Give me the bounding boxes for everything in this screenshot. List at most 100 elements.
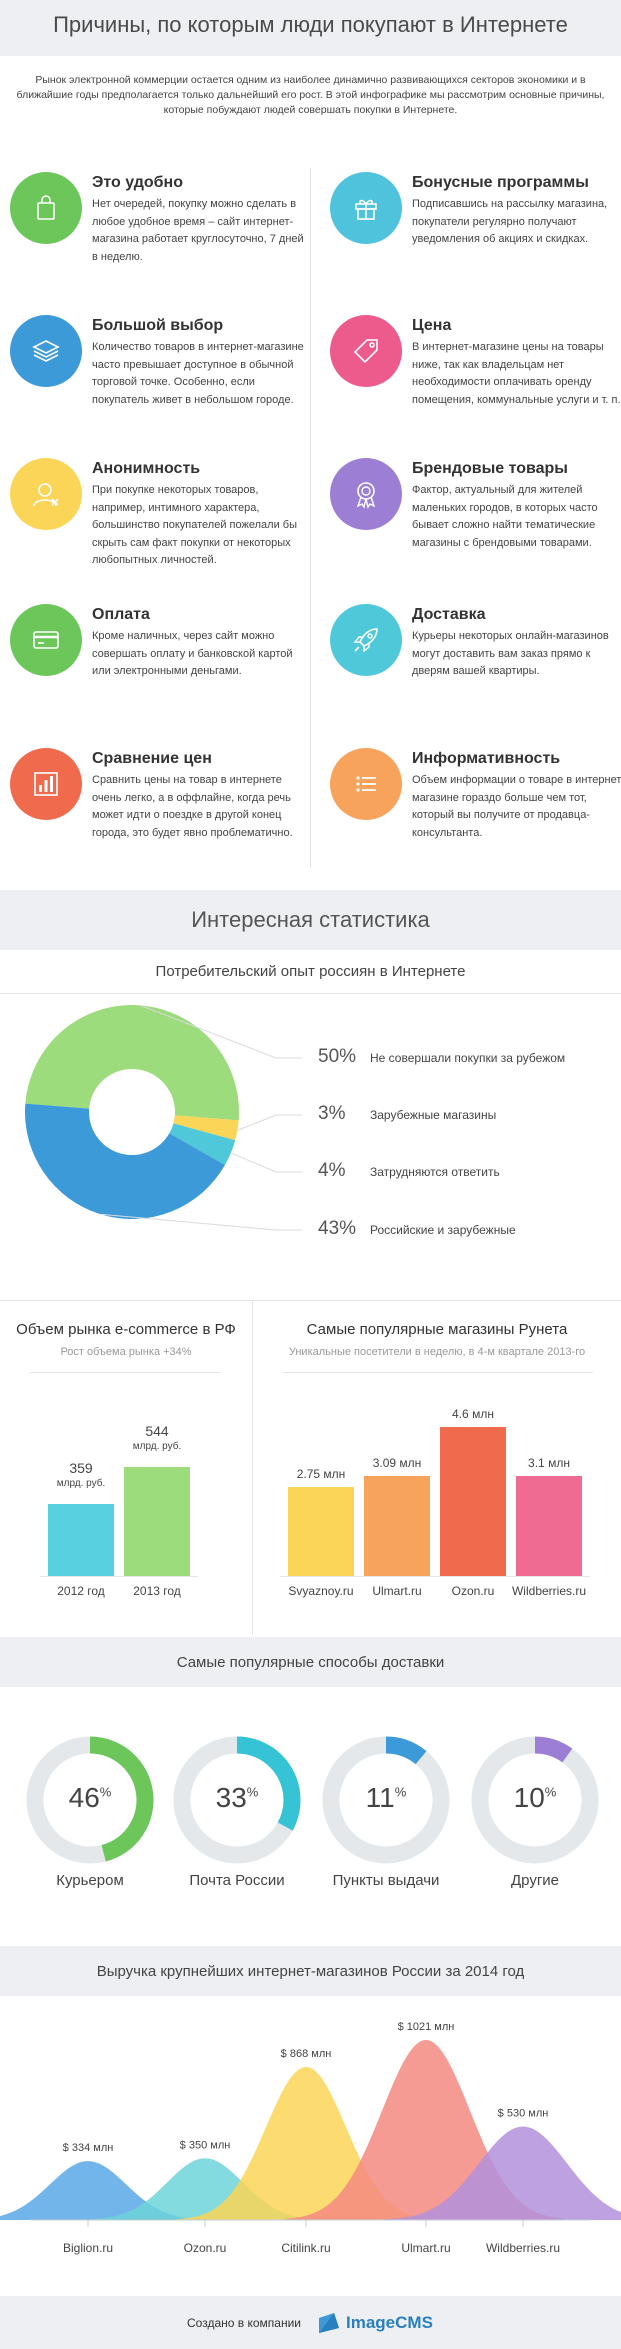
revenue-value-label: $ 530 млн — [498, 2108, 549, 2120]
ring-value: 46% — [25, 1782, 155, 1814]
bar — [124, 1467, 190, 1576]
legend-leader-line — [140, 1004, 302, 1059]
ring-value: 11% — [321, 1782, 451, 1814]
revenue-category-label: Wildberries.ru — [486, 2241, 560, 2255]
feature-icon-circle — [330, 172, 402, 244]
delivery-title: Самые популярные способы доставки — [176, 1654, 445, 1671]
ring-value-number: 11 — [365, 1782, 395, 1813]
feature-title: Доставка — [412, 606, 486, 623]
feature-title: Сравнение цен — [92, 750, 212, 767]
price-tag-icon — [353, 339, 378, 364]
divider-vertical — [252, 1300, 253, 1635]
bar — [364, 1475, 430, 1576]
legend-percent: 43% — [318, 1218, 357, 1239]
feature-card: Цена В интернет-магазине цены на товары н… — [330, 315, 621, 455]
bar-value-label: 544 — [145, 1423, 169, 1440]
stats-band: Интересная статистика — [0, 890, 621, 950]
delivery-band: Самые популярные способы доставки — [0, 1637, 621, 1687]
feature-text: Количество товаров в интернет-магазине ч… — [92, 341, 304, 406]
bar-baseline — [280, 1576, 590, 1577]
delivery-ring — [173, 1736, 301, 1864]
feature-title: Бонусные программы — [412, 174, 589, 191]
legend-percent: 3% — [318, 1103, 346, 1124]
bar — [48, 1504, 114, 1576]
bar — [516, 1475, 582, 1576]
ring-value-unit: % — [394, 1784, 407, 1800]
imagecms-logo[interactable]: ImageCMS — [316, 2310, 433, 2336]
ring-arc — [385, 1736, 427, 1765]
ring-value-unit: % — [246, 1784, 259, 1800]
feature-icon-circle — [10, 604, 82, 676]
feature-title: Информативность — [412, 750, 561, 767]
shops-chart-subtitle: Уникальные посетители в неделю, в 4-м кв… — [288, 1346, 586, 1358]
ring-value: 33% — [172, 1782, 302, 1814]
award-badge-icon — [356, 482, 376, 509]
layers-icon — [32, 340, 60, 362]
revenue-category-label: Ulmart.ru — [401, 2241, 450, 2255]
revenue-curve — [0, 2161, 210, 2220]
feature-icon-circle — [10, 172, 82, 244]
revenue-value-label: $ 1021 млн — [398, 2021, 455, 2033]
feature-text: В интернет-магазине цены на товары ниже,… — [412, 341, 621, 406]
divider — [0, 1300, 621, 1301]
feature-card: Сравнение цен Сравнить цены на товар в ин… — [10, 748, 310, 888]
revenue-area-chart: $ 334 млн Biglion.ru $ 350 млн Ozon.ru $ 868… — [0, 2021, 621, 2255]
shops-chart-title: Самые популярные магазины Рунета — [306, 1321, 568, 1338]
pie-slice — [25, 1005, 239, 1121]
divider — [283, 1372, 593, 1373]
ring-label: Курьером — [56, 1872, 124, 1889]
legend-leader-line — [230, 1152, 302, 1173]
feature-divider — [310, 168, 311, 868]
feature-title: Оплата — [92, 606, 150, 623]
imagecms-logo-text: ImageCMS — [346, 2313, 433, 2332]
consumer-pie-chart — [24, 1004, 302, 1231]
feature-text: Фактор, актуальный для жителей маленьких… — [412, 484, 598, 549]
bar-value-label: 3.1 млн — [528, 1455, 570, 1470]
bar-unit-label: млрд. руб. — [132, 1441, 182, 1453]
bar-unit-label: млрд. руб. — [56, 1478, 106, 1490]
bar-category-label: Svyaznoy.ru — [288, 1584, 354, 1598]
pie-slice — [24, 1103, 225, 1219]
delivery-ring — [471, 1736, 599, 1864]
bar-category-label: Ozon.ru — [451, 1584, 495, 1598]
bar-value-label: 359 — [69, 1460, 93, 1477]
ring-arc — [89, 1736, 154, 1862]
revenue-band: Выручка крупнейших интернет-магазинов Ро… — [0, 1946, 621, 1996]
feature-text: При покупке некоторых товаров, например,… — [92, 484, 297, 566]
ring-label: Пункты выдачи — [332, 1872, 440, 1889]
revenue-value-label: $ 868 млн — [281, 2048, 332, 2060]
delivery-ring — [322, 1736, 450, 1864]
ring-value: 10% — [470, 1782, 600, 1814]
feature-title: Цена — [412, 317, 452, 334]
ring-value-unit: % — [544, 1784, 557, 1800]
pie-slice — [173, 1115, 239, 1141]
bar-value-label: 4.6 млн — [452, 1406, 494, 1421]
feature-card: Анонимность При покупке некоторых товаров… — [10, 458, 310, 598]
bar — [440, 1426, 506, 1576]
ring-value-number: 10 — [513, 1782, 545, 1813]
bar-value-label: 2.75 млн — [296, 1466, 346, 1481]
rocket-icon — [353, 628, 378, 653]
feature-title: Большой выбор — [92, 317, 224, 334]
feature-text: Кроме наличных, через сайт можно соверша… — [92, 630, 293, 677]
legend-leader-line — [100, 1213, 302, 1231]
feature-card: Брендовые товары Фактор, актуальный для ж… — [330, 458, 621, 598]
feature-icon-circle — [330, 748, 402, 820]
legend-label: Не совершали покупки за рубежом — [370, 1051, 566, 1065]
footer-text: Создано в компании — [187, 2316, 301, 2330]
divider — [0, 993, 621, 994]
feature-icon-circle — [330, 458, 402, 530]
feature-icon-circle — [10, 315, 82, 387]
anonymous-user-icon — [33, 483, 59, 507]
page-title: Причины, по которым люди покупают в Инте… — [53, 12, 568, 37]
ring-label: Другие — [510, 1872, 560, 1889]
ring-arc — [534, 1736, 573, 1763]
revenue-category-label: Biglion.ru — [63, 2241, 113, 2255]
feature-text: Курьеры некоторых онлайн-магазинов могут… — [412, 630, 609, 677]
gift-icon — [355, 199, 377, 220]
feature-text: Подписавшись на рассылку магазина, покуп… — [412, 198, 608, 245]
feature-icon-circle — [330, 315, 402, 387]
revenue-title: Выручка крупнейших интернет-магазинов Ро… — [96, 1963, 525, 1980]
consumer-chart-title: Потребительский опыт россиян в Интернете — [155, 963, 466, 980]
legend-leader-line — [237, 1114, 302, 1131]
